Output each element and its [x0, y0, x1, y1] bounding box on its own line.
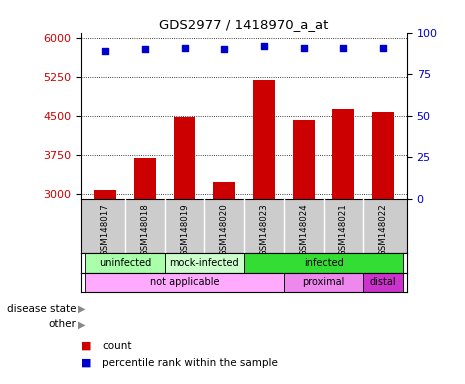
Text: ■: ■	[81, 341, 92, 351]
Bar	[372, 112, 394, 199]
Text: not applicable: not applicable	[150, 277, 219, 287]
Bar	[332, 109, 354, 199]
Point	[220, 46, 228, 52]
Bar	[213, 182, 235, 199]
Point	[141, 46, 149, 52]
Bar	[94, 190, 116, 199]
Text: GSM148020: GSM148020	[220, 204, 229, 256]
Bar	[134, 159, 156, 199]
Text: ▶: ▶	[78, 304, 86, 314]
Text: proximal: proximal	[302, 277, 345, 287]
Bar	[293, 120, 315, 199]
Point	[379, 45, 387, 51]
Bar	[253, 81, 275, 199]
Text: GSM148023: GSM148023	[259, 204, 268, 256]
Text: ■: ■	[81, 358, 92, 368]
Text: GSM148024: GSM148024	[299, 204, 308, 256]
Text: uninfected: uninfected	[99, 258, 151, 268]
Text: GSM148018: GSM148018	[140, 204, 149, 256]
Text: mock-infected: mock-infected	[170, 258, 239, 268]
Text: count: count	[102, 341, 132, 351]
Text: ▶: ▶	[78, 319, 86, 329]
Text: GSM148021: GSM148021	[339, 204, 348, 256]
Point	[300, 45, 307, 51]
Text: GSM148017: GSM148017	[101, 204, 110, 256]
Text: distal: distal	[370, 277, 396, 287]
Point	[339, 45, 347, 51]
Point	[260, 43, 268, 49]
Bar	[86, 253, 165, 273]
Point	[181, 45, 188, 51]
Bar	[173, 117, 195, 199]
Title: GDS2977 / 1418970_a_at: GDS2977 / 1418970_a_at	[159, 18, 329, 31]
Text: percentile rank within the sample: percentile rank within the sample	[102, 358, 278, 368]
Bar	[284, 273, 363, 292]
Text: GSM148019: GSM148019	[180, 204, 189, 256]
Bar	[165, 253, 244, 273]
Bar	[363, 273, 403, 292]
Bar	[86, 273, 284, 292]
Text: GSM148022: GSM148022	[379, 204, 387, 256]
Text: infected: infected	[304, 258, 343, 268]
Text: other: other	[49, 319, 77, 329]
Point	[101, 48, 109, 54]
Text: disease state: disease state	[7, 304, 77, 314]
Bar	[244, 253, 403, 273]
